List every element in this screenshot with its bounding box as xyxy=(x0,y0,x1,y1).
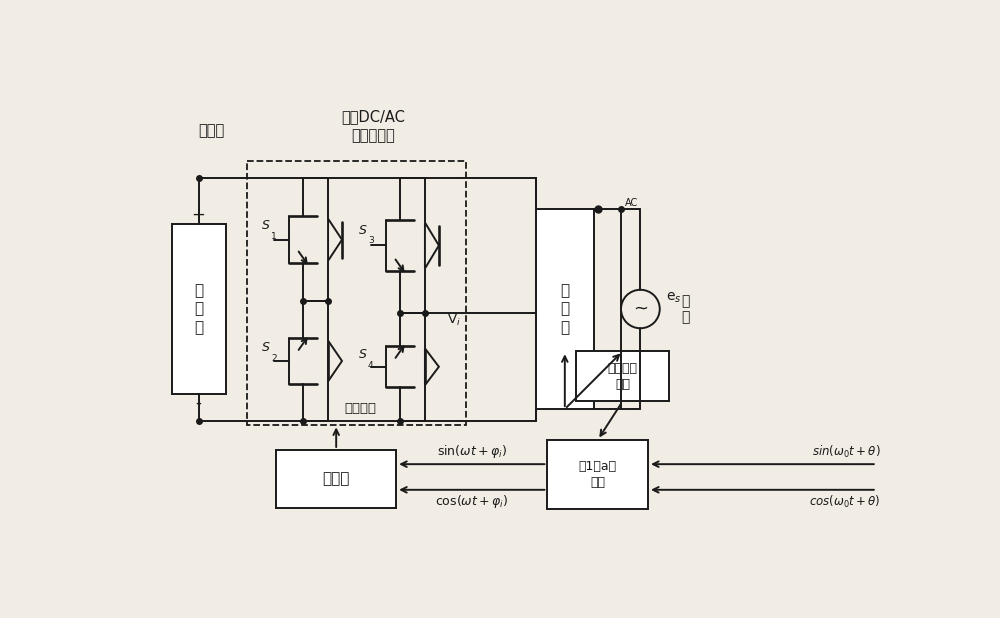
Text: AC: AC xyxy=(624,198,638,208)
Text: 驱动信号: 驱动信号 xyxy=(344,402,376,415)
Text: $cos(\omega_0 t+\theta)$: $cos(\omega_0 t+\theta)$ xyxy=(809,494,881,510)
Text: $\cos(\omega t+\varphi_i)$: $\cos(\omega t+\varphi_i)$ xyxy=(435,493,509,510)
Text: 图1（a）: 图1（a） xyxy=(579,460,617,473)
Text: 单相DC/AC: 单相DC/AC xyxy=(341,109,405,124)
Text: 控制器: 控制器 xyxy=(322,472,350,486)
Text: 采样电网
电压: 采样电网 电压 xyxy=(608,362,638,391)
Text: 滤
波
器: 滤 波 器 xyxy=(560,283,569,335)
Text: $sin(\omega_0 t+\theta)$: $sin(\omega_0 t+\theta)$ xyxy=(812,444,881,460)
Bar xyxy=(276,450,396,507)
Text: ~: ~ xyxy=(633,300,648,318)
Text: -: - xyxy=(196,394,202,412)
Text: 直流链: 直流链 xyxy=(199,123,225,138)
Text: e$_s$: e$_s$ xyxy=(666,290,682,305)
Text: 4: 4 xyxy=(368,361,373,370)
Text: V$_i$: V$_i$ xyxy=(447,313,460,328)
Text: S: S xyxy=(359,348,367,361)
Text: 3: 3 xyxy=(368,236,374,245)
Text: S: S xyxy=(262,219,270,232)
Text: 直
流
源: 直 流 源 xyxy=(194,283,203,335)
Bar xyxy=(247,161,466,425)
Text: 电
网: 电 网 xyxy=(681,294,690,324)
Text: S: S xyxy=(262,341,270,354)
Bar xyxy=(172,224,226,394)
Bar xyxy=(536,209,594,409)
Text: 1: 1 xyxy=(271,232,277,241)
Bar xyxy=(547,440,648,509)
Text: S: S xyxy=(359,224,367,237)
Text: +: + xyxy=(192,206,206,224)
Text: $\sin(\omega t+\varphi_i)$: $\sin(\omega t+\varphi_i)$ xyxy=(437,442,507,460)
Text: 并网逆变器: 并网逆变器 xyxy=(351,129,395,143)
Text: 运算: 运算 xyxy=(590,476,605,489)
Text: 2: 2 xyxy=(271,353,277,363)
Bar xyxy=(576,352,669,402)
